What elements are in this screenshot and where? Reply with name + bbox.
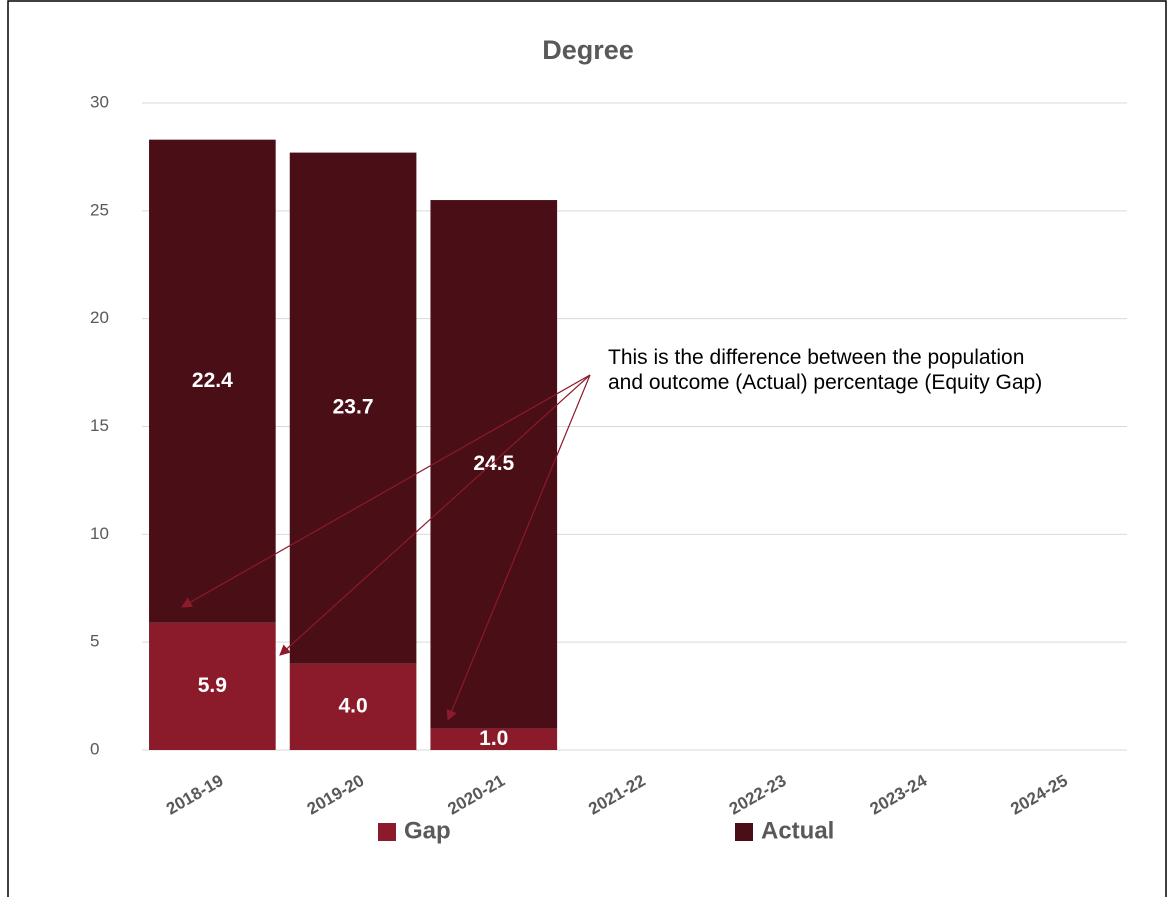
legend-swatch (378, 823, 396, 841)
bar-segment (149, 622, 276, 750)
bar-segment (289, 152, 417, 664)
y-tick-label: 30 (90, 92, 109, 111)
bar-segment (430, 728, 558, 750)
arrow (446, 374, 591, 721)
arrow (181, 374, 591, 608)
bar-segment (149, 139, 276, 623)
y-tick-label: 15 (90, 416, 109, 435)
data-label: 5.9 (198, 674, 227, 697)
y-tick-label: 0 (90, 739, 99, 758)
chart-title: Degree (542, 35, 634, 65)
data-label: 4.0 (338, 694, 367, 717)
bar-segment (289, 663, 417, 750)
legend-label: Actual (761, 817, 834, 844)
arrow (279, 374, 591, 656)
data-label: 22.4 (192, 369, 233, 392)
annotation-arrows (181, 374, 591, 721)
y-tick-label: 20 (90, 308, 109, 327)
legend-swatch (735, 823, 753, 841)
plot-area: 0510152025305.922.42018-194.023.72019-20… (90, 92, 1127, 819)
data-label: 24.5 (473, 452, 514, 475)
y-tick-label: 10 (90, 524, 109, 543)
data-label: 23.7 (333, 396, 374, 419)
y-tick-label: 5 (90, 632, 99, 651)
data-label: 1.0 (479, 727, 508, 750)
y-tick-label: 25 (90, 200, 109, 219)
annotation: This is the difference between the popul… (608, 346, 1043, 394)
bar-segment (430, 200, 558, 729)
legend-label: Gap (404, 817, 451, 844)
annotation-box: This is the difference between the popul… (608, 346, 1043, 394)
